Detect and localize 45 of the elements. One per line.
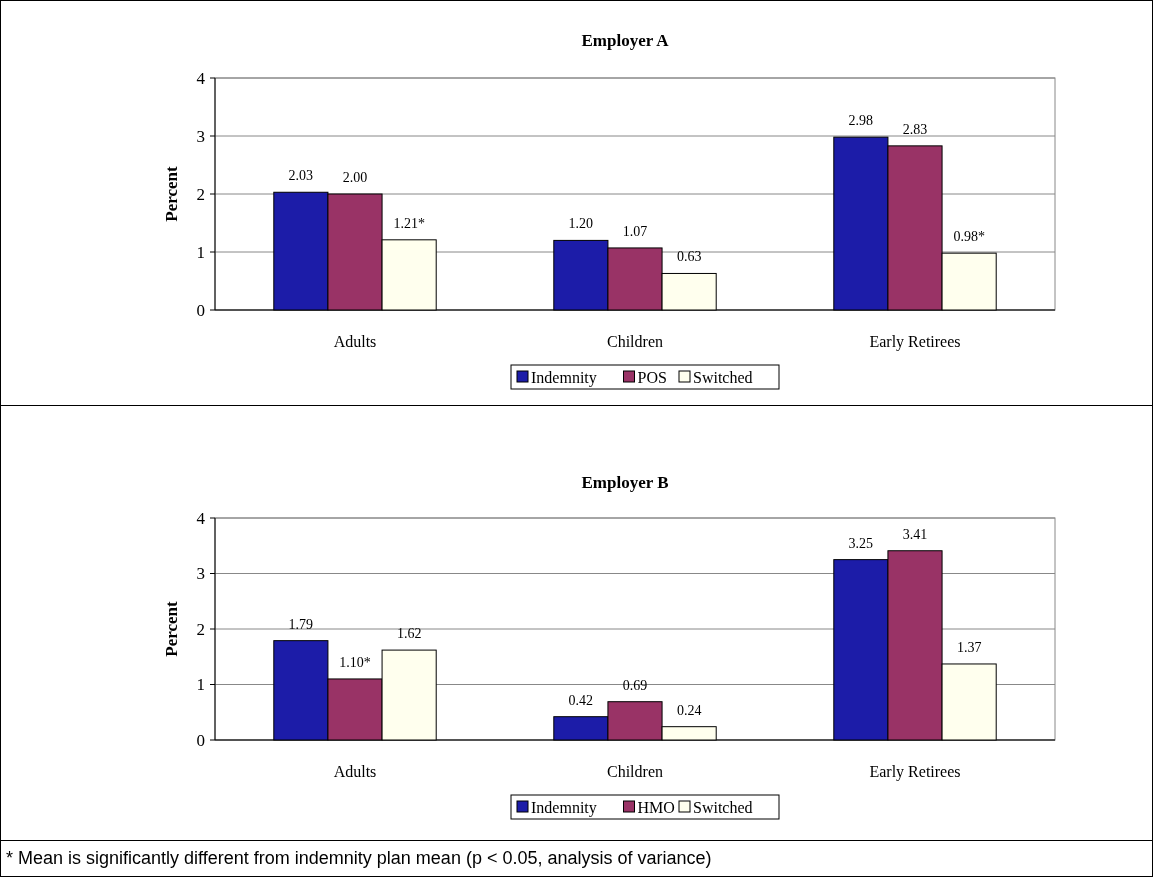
data-label: 1.79 (288, 616, 314, 632)
x-tick-label: Children (607, 763, 663, 780)
data-label: 1.37 (956, 639, 982, 655)
x-tick-label: Children (607, 333, 663, 350)
legend-label: Indemnity (531, 368, 597, 387)
data-label: 1.07 (622, 223, 648, 239)
x-tick-label: Early Retirees (869, 333, 961, 351)
data-label: 0.98* (953, 229, 985, 245)
chart-title: Employer A (581, 31, 670, 50)
y-tick-label: 3 (196, 564, 205, 584)
y-tick-label: 2 (196, 619, 205, 639)
y-tick-label: 1 (196, 242, 205, 262)
legend-label: Indemnity (531, 798, 597, 817)
data-label: 1.62 (396, 626, 422, 642)
chart-title: Employer B (581, 473, 669, 492)
y-tick-label: 0 (196, 730, 205, 750)
y-tick-label: 3 (196, 126, 205, 146)
legend-label: POS (637, 368, 667, 386)
legend-label: Switched (693, 798, 753, 816)
data-label: 2.00 (342, 170, 368, 185)
data-label: 0.69 (622, 677, 648, 693)
data-label: 1.10* (339, 654, 371, 670)
y-tick-label: 1 (196, 675, 205, 695)
data-label: 1.20 (568, 216, 594, 232)
x-tick-label: Early Retirees (869, 763, 961, 781)
y-axis-title: Percent (162, 165, 181, 222)
y-tick-label: 4 (196, 508, 206, 528)
legend-label: HMO (637, 798, 675, 816)
data-label: 3.25 (848, 535, 874, 551)
x-tick-label: Adults (333, 763, 377, 780)
legend-label: Switched (693, 368, 753, 386)
y-axis-title: Percent (162, 600, 181, 657)
data-label: 0.24 (676, 702, 702, 718)
x-tick-label: Adults (333, 333, 377, 350)
data-label: 2.83 (902, 121, 928, 137)
data-label: 2.03 (288, 168, 314, 184)
data-label: 2.98 (848, 113, 874, 129)
y-tick-label: 0 (196, 300, 205, 320)
y-tick-label: 4 (196, 68, 206, 88)
data-label: 0.42 (568, 692, 594, 708)
text: * Mean is significantly different from indemnity plan mean (p < 0.05, analysis of variance) (6, 848, 712, 868)
data-label: 0.63 (676, 249, 702, 265)
y-tick-label: 2 (196, 184, 205, 204)
data-label: 1.21* (393, 215, 425, 231)
data-label: 3.41 (902, 526, 928, 542)
